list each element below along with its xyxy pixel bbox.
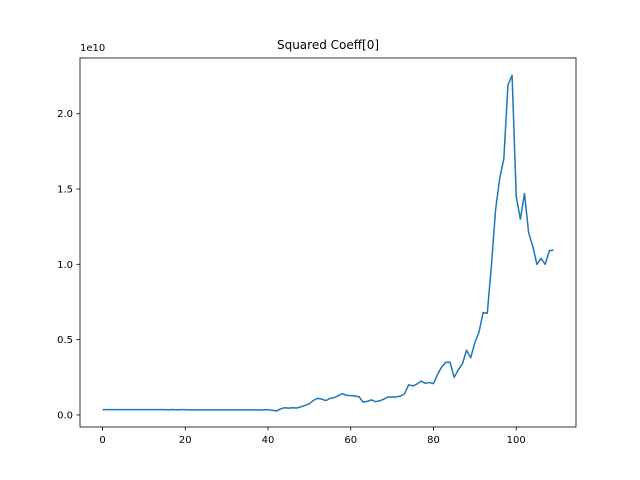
y-tick-label-4: 2.0 xyxy=(57,109,73,120)
plot-area: 0 20 40 60 80 100 0.0 0.5 1.0 1.5 2.0 xyxy=(57,57,577,446)
x-tick-label-3: 60 xyxy=(344,435,357,446)
x-tick-label-0: 0 xyxy=(99,435,105,446)
series-line-0 xyxy=(102,74,554,412)
x-tick-label-1: 20 xyxy=(179,435,192,446)
y-tick-label-3: 1.5 xyxy=(57,185,73,196)
y-tick-label-2: 1.0 xyxy=(57,260,73,271)
chart-title: Squared Coeff[0] xyxy=(277,38,379,52)
x-tick-label-2: 40 xyxy=(262,435,275,446)
x-tick-label-4: 80 xyxy=(427,435,440,446)
axes-frame xyxy=(79,57,577,428)
y-tick-label-0: 0.0 xyxy=(57,410,73,421)
x-tick-label-5: 100 xyxy=(507,435,526,446)
y-tick-label-1: 0.5 xyxy=(57,335,73,346)
y-offset-text: 1e10 xyxy=(80,43,105,54)
